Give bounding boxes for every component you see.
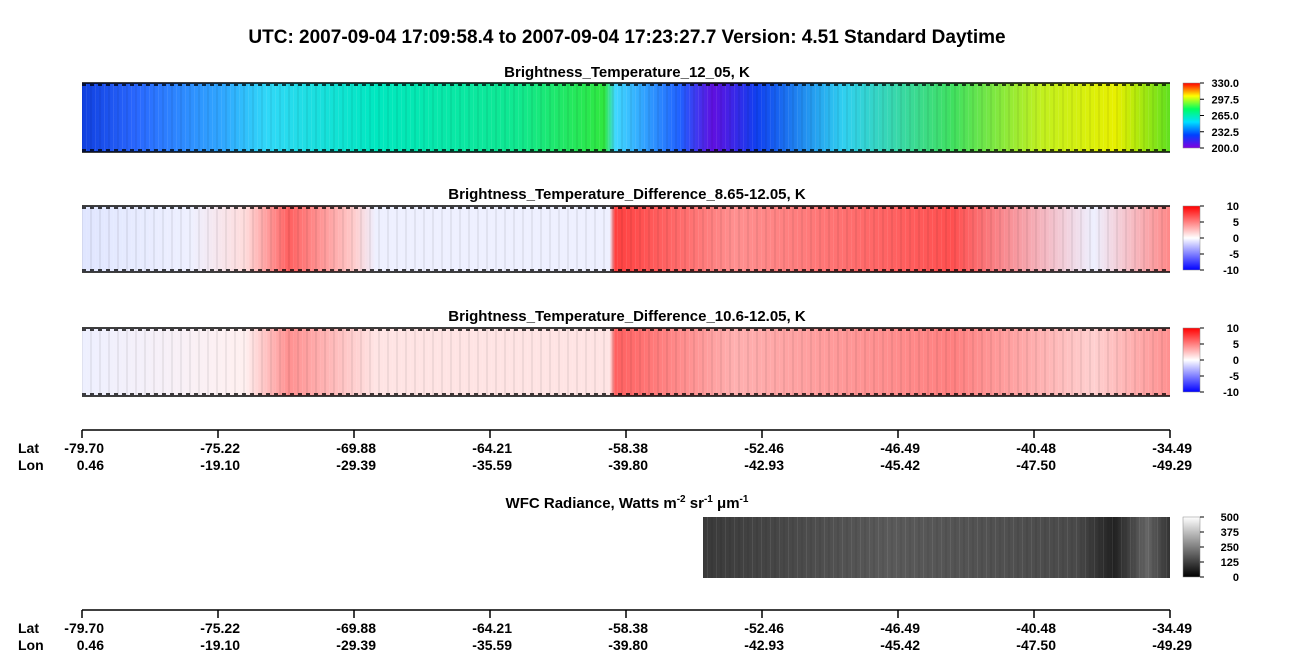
colorbar-label: 5 [1233, 339, 1239, 351]
lon-value: 0.46 [77, 457, 104, 473]
colorbar-label: 0 [1233, 572, 1239, 584]
colorbar-label: 297.5 [1211, 94, 1239, 106]
lon-value: -19.10 [200, 637, 240, 653]
colorbar-label: 250 [1221, 542, 1239, 554]
colorbar-label: 125 [1221, 557, 1239, 569]
title-superscript: -1 [704, 494, 713, 505]
colorbar [1182, 516, 1201, 578]
panel-title: WFC Radiance, Watts m-2 sr-1 μm-1 [506, 494, 749, 512]
colorbar-label: 10 [1227, 323, 1239, 335]
lon-value: -35.59 [472, 457, 512, 473]
colorbar [1182, 82, 1201, 149]
colorbar [1182, 205, 1201, 271]
panel-texture [82, 206, 1170, 272]
lat-value: -58.38 [608, 440, 648, 456]
lon-value: -45.42 [880, 637, 920, 653]
lon-value: 0.46 [77, 637, 104, 653]
lon-value: -42.93 [744, 457, 784, 473]
lon-value: -47.50 [1016, 457, 1056, 473]
colorbar-label: 500 [1221, 512, 1239, 524]
colorbar-label: 375 [1221, 527, 1239, 539]
panel-title: Brightness_Temperature_12_05, K [504, 64, 750, 81]
lat-value: -75.22 [200, 440, 240, 456]
lon-value: -29.39 [336, 457, 376, 473]
lat-value: -34.49 [1152, 620, 1192, 636]
title-superscript: -2 [677, 494, 686, 505]
title-part: sr [686, 495, 705, 512]
lon-value: -42.93 [744, 637, 784, 653]
lon-label: Lon [18, 637, 44, 653]
lon-value: -49.29 [1152, 457, 1192, 473]
lat-value: -52.46 [744, 440, 784, 456]
title-part: WFC Radiance, Watts m [506, 495, 677, 512]
lat-value: -40.48 [1016, 440, 1056, 456]
lat-value: -64.21 [472, 620, 512, 636]
lon-value: -47.50 [1016, 637, 1056, 653]
colorbar-label: 200.0 [1211, 143, 1239, 155]
lon-value: -49.29 [1152, 637, 1192, 653]
colorbar-label: 0 [1233, 355, 1239, 367]
panel-texture [82, 328, 1170, 396]
title-part: μm [713, 495, 740, 512]
lat-label: Lat [18, 440, 39, 456]
colorbar-label: 5 [1233, 217, 1239, 229]
lat-value: -40.48 [1016, 620, 1056, 636]
panel-texture [703, 517, 1170, 578]
title-part: Brightness_Temperature_Difference_10.6-1… [448, 308, 806, 325]
lon-value: -35.59 [472, 637, 512, 653]
title-superscript: -1 [740, 494, 749, 505]
lat-value: -52.46 [744, 620, 784, 636]
title-part: Brightness_Temperature_Difference_8.65-1… [448, 186, 806, 203]
colorbar-label: 265.0 [1211, 111, 1239, 123]
lon-label: Lon [18, 457, 44, 473]
lon-value: -29.39 [336, 637, 376, 653]
lat-value: -79.70 [64, 440, 104, 456]
colorbar-label: -10 [1223, 265, 1239, 277]
colorbar-label: 10 [1227, 201, 1239, 213]
lat-value: -64.21 [472, 440, 512, 456]
lat-value: -58.38 [608, 620, 648, 636]
colorbar-label: 0 [1233, 233, 1239, 245]
lon-value: -39.80 [608, 457, 648, 473]
lat-value: -34.49 [1152, 440, 1192, 456]
colorbar-label: 330.0 [1211, 78, 1239, 90]
lat-value: -75.22 [200, 620, 240, 636]
colorbar-label: -5 [1229, 371, 1239, 383]
colorbar-label: -10 [1223, 387, 1239, 399]
lat-value: -79.70 [64, 620, 104, 636]
lon-value: -39.80 [608, 637, 648, 653]
panel-title: Brightness_Temperature_Difference_8.65-1… [448, 186, 806, 203]
lat-value: -69.88 [336, 440, 376, 456]
lat-value: -69.88 [336, 620, 376, 636]
lon-value: -45.42 [880, 457, 920, 473]
lon-value: -19.10 [200, 457, 240, 473]
colorbar-label: -5 [1229, 249, 1239, 261]
page-title: UTC: 2007-09-04 17:09:58.4 to 2007-09-04… [248, 27, 1005, 48]
lat-label: Lat [18, 620, 39, 636]
panel-title: Brightness_Temperature_Difference_10.6-1… [448, 308, 806, 325]
lat-value: -46.49 [880, 620, 920, 636]
panel-texture [82, 83, 1170, 152]
colorbar-label: 232.5 [1211, 127, 1239, 139]
title-part: Brightness_Temperature_12_05, K [504, 64, 750, 81]
lat-value: -46.49 [880, 440, 920, 456]
colorbar [1182, 327, 1201, 393]
